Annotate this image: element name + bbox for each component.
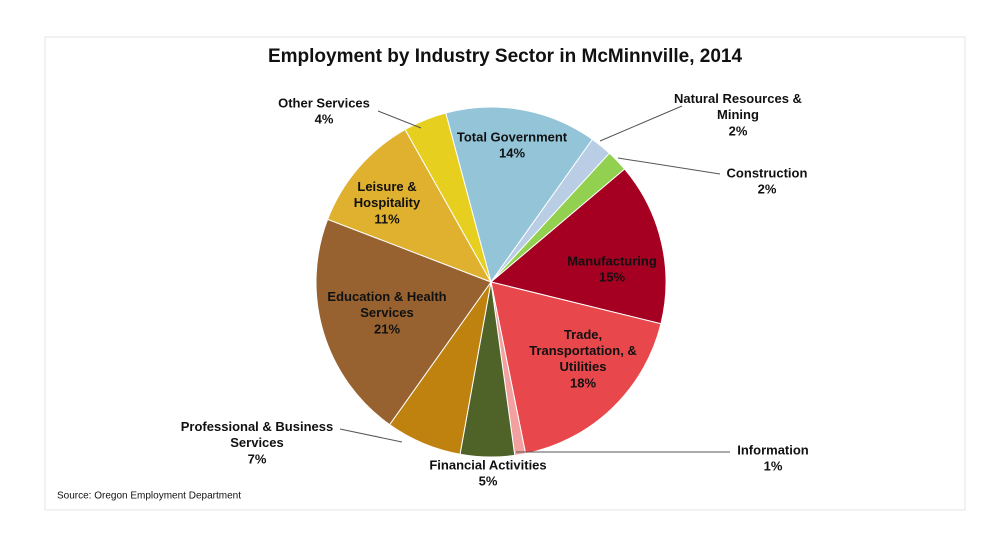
chart-title: Employment by Industry Sector in McMinnv…	[268, 46, 742, 67]
label-line: Hospitality	[354, 195, 421, 210]
leader-line	[339, 428, 403, 443]
pie-slice	[326, 128, 493, 283]
value-label: 5%	[479, 473, 498, 488]
label-line: Leisure &	[357, 179, 416, 194]
label-line: Mining	[717, 107, 759, 122]
source-note: Source: Oregon Employment Department	[57, 491, 241, 502]
value-label: 18%	[570, 375, 596, 390]
slice-label: Leisure & Hospitality	[354, 179, 421, 210]
slice-label: Information	[737, 442, 809, 457]
label-line: Trade,	[564, 327, 602, 342]
pie-slice	[445, 106, 594, 284]
value-label: 4%	[315, 111, 334, 126]
pie-slice	[489, 168, 667, 325]
label-line: Education & Health	[327, 289, 446, 304]
slice-label: Other Services	[278, 95, 370, 110]
value-label: 15%	[599, 269, 625, 284]
pie-slice	[404, 112, 492, 283]
pie-slice	[315, 218, 492, 426]
slice-label: Education & Health Services	[327, 289, 446, 320]
slice-label: Construction	[727, 165, 808, 180]
leader-line	[377, 110, 422, 129]
leader-line	[599, 105, 683, 142]
slice-label: Natural Resources & Mining	[674, 91, 802, 122]
label-line: Transportation, &	[529, 343, 637, 358]
value-label: 11%	[374, 211, 400, 226]
value-label: 21%	[374, 321, 400, 336]
label-line: Natural Resources &	[674, 91, 802, 106]
slice-label: Manufacturing	[567, 253, 657, 268]
label-line: Services	[230, 435, 284, 450]
pie-slice	[490, 281, 662, 455]
value-label: 2%	[758, 181, 777, 196]
value-label: 2%	[729, 123, 748, 138]
value-label: 14%	[499, 145, 525, 160]
label-line: Professional & Business	[181, 419, 333, 434]
leader-line	[617, 157, 721, 175]
label-line: Services	[360, 305, 414, 320]
slice-label: Professional & Business Services	[181, 419, 333, 450]
value-label: 1%	[764, 458, 783, 473]
slice-label: Financial Activities	[429, 457, 546, 472]
label-line: Utilities	[560, 359, 607, 374]
value-label: 7%	[248, 451, 267, 466]
slice-label: Total Government	[457, 129, 568, 144]
slice-label: Trade, Transportation, & Utilities	[529, 327, 637, 374]
